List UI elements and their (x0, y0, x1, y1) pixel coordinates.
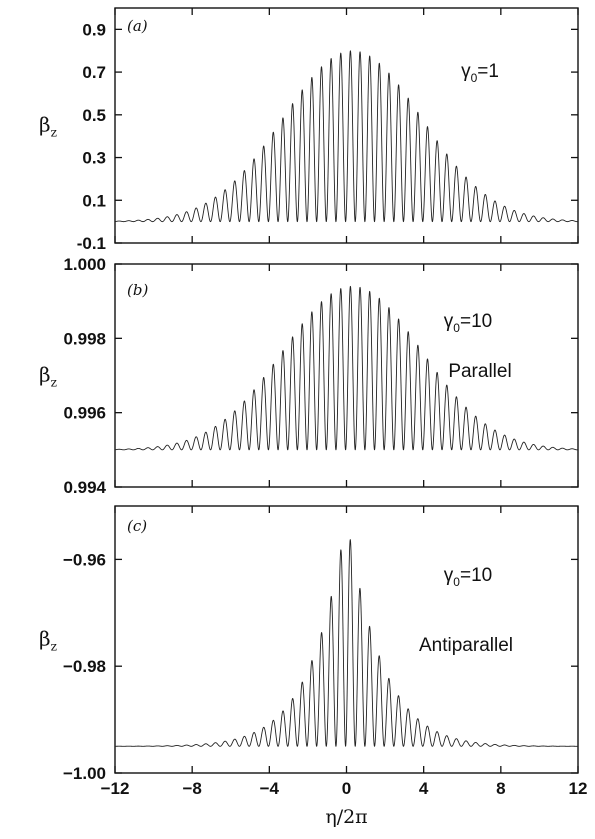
x-axis-label: η/2π (325, 806, 367, 828)
annotation: γ0=10 (444, 311, 492, 335)
y-tick-label: −1.00 (63, 764, 106, 783)
x-tick-label: 8 (496, 779, 505, 798)
y-tick-label: 0.3 (82, 149, 106, 168)
y-axis-label: βz (39, 363, 57, 390)
x-tick-label: −12 (101, 779, 130, 798)
annotation: Parallel (448, 361, 511, 382)
y-tick-label: 0.7 (82, 63, 106, 82)
annotation: γ0=1 (461, 61, 499, 85)
panel-label: (a) (127, 17, 148, 35)
y-tick-label: 0.996 (63, 404, 106, 423)
panel-c: −1.00 −0.98 −0.96 −12 −8 −4 0 4 8 12 βz η/2π (c) γ0=1… (39, 505, 588, 828)
x-tick-label: 4 (419, 779, 429, 798)
y-axis-label: βz (39, 627, 57, 654)
y-axis-label: βz (39, 113, 57, 140)
annotation: Antiparallel (419, 635, 513, 656)
y-tick-label: 0.9 (82, 20, 106, 39)
y-tick-label: 0.998 (63, 329, 106, 348)
y-tick-label: −0.96 (63, 550, 106, 569)
x-tick-label: −8 (182, 779, 201, 798)
panel-a: -0.1 0.1 0.3 0.5 0.7 0.9 βz (a) γ0=1 (39, 7, 579, 253)
y-tick-label: −0.98 (63, 657, 106, 676)
series-line (114, 50, 579, 223)
y-tick-label: -0.1 (77, 234, 106, 253)
panel-label: (b) (127, 281, 148, 299)
y-tick-label: 1.000 (63, 255, 106, 274)
x-tick-label: 12 (569, 779, 588, 798)
y-tick-label: 0.994 (63, 478, 106, 497)
y-tick-label: 0.1 (82, 191, 106, 210)
x-tick-label: 0 (342, 779, 351, 798)
panel-b: 0.994 0.996 0.998 1.000 βz (b) γ0=10 Parallel (39, 255, 579, 497)
series-line (114, 285, 579, 451)
panel-label: (c) (127, 517, 147, 535)
x-tick-label: −4 (260, 779, 280, 798)
y-tick-label: 0.5 (82, 106, 106, 125)
annotation: γ0=10 (444, 565, 492, 589)
series-line (114, 539, 579, 747)
